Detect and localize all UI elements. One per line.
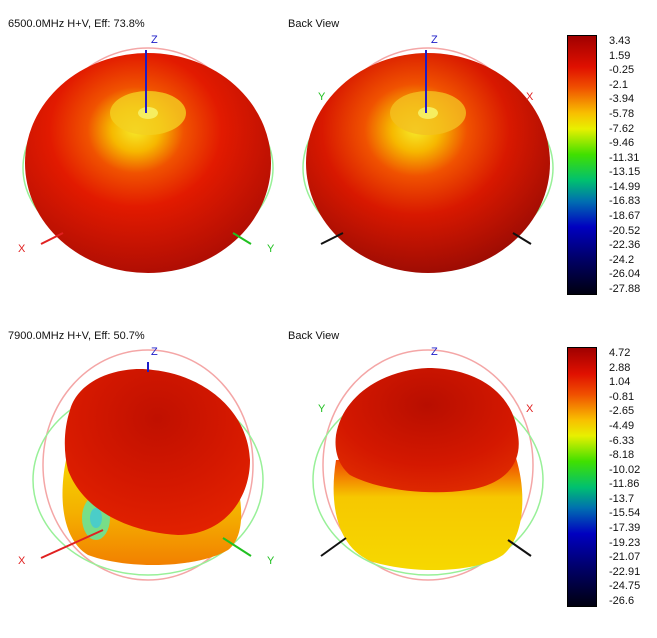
z-axis-label: Z <box>151 346 158 358</box>
colorbar-tick-label: -2.1 <box>609 78 628 91</box>
colorbar-tick-label: -21.07 <box>609 551 641 564</box>
z-axis-label: Z <box>151 34 158 46</box>
pattern-outline-ring <box>42 349 254 581</box>
plot2-back-svg: Z Y X <box>312 346 544 581</box>
colorbar-tick-label: -4.49 <box>609 419 635 432</box>
y-axis-line <box>222 537 252 557</box>
y-axis-label: Y <box>318 91 326 103</box>
colorbar-tick-label: -0.25 <box>609 64 635 77</box>
radiation-pattern-upper-lobe <box>64 369 250 535</box>
plot2-front-title: 7900.0MHz H+V, Eff: 50.7% <box>8 330 145 342</box>
colorbar-tick-label: -5.78 <box>609 107 635 120</box>
colorbar-gradient <box>567 347 597 607</box>
z-axis-label: Z <box>431 346 438 358</box>
colorbar-tick-label: -6.33 <box>609 434 635 447</box>
y-axis-label: Y <box>318 403 326 415</box>
plot1-back-svg: Z Y X <box>302 34 554 273</box>
colorbar-tick-label: -24.2 <box>609 253 635 266</box>
x-axis-label: X <box>526 91 534 103</box>
x-axis-line <box>40 232 64 245</box>
y-axis-label: Y <box>267 243 275 255</box>
colorbar-tick-label: -0.81 <box>609 390 635 403</box>
colorbar-tick-label: -27.88 <box>609 283 641 295</box>
colorbar-tick-label: -16.83 <box>609 195 641 208</box>
colorbar-tick-label: -20.52 <box>609 224 641 237</box>
y-axis-label: Y <box>267 555 275 567</box>
colorbar-tick-label: -24.75 <box>609 580 641 593</box>
x-axis-line <box>40 529 104 559</box>
pattern-top-dimple <box>138 107 158 119</box>
plot2-front-svg: Z X Y <box>18 346 275 581</box>
colorbar-tick-label: -2.65 <box>609 405 635 418</box>
pattern-top-dimple <box>418 107 438 119</box>
colorbar-tick-label: -11.31 <box>609 151 640 164</box>
colorbar-tick-label: -22.36 <box>609 239 641 252</box>
pattern-cold-spot <box>90 508 102 528</box>
y-axis-line <box>232 232 252 245</box>
plot1-front-view[interactable]: Z X Y <box>8 28 288 288</box>
back-axis-line <box>320 537 347 557</box>
plot1-back-title: Back View <box>288 18 340 30</box>
back-axis-line <box>507 539 532 557</box>
colorbar-tick-label: 1.59 <box>609 49 631 62</box>
colorbar-tick-label: -10.02 <box>609 463 641 476</box>
back-axis-line <box>512 232 532 245</box>
radiation-pattern-body <box>25 53 271 273</box>
colorbar-tick-label: -26.6 <box>609 595 635 607</box>
back-axis-line <box>320 232 344 245</box>
colorbar-tick-label: -14.99 <box>609 180 641 193</box>
pattern-outline-ring <box>322 349 534 581</box>
colorbar-tick-label: 2.88 <box>609 361 631 374</box>
radiation-pattern-upper-lobe <box>335 368 519 493</box>
x-axis-label: X <box>18 555 26 567</box>
plot2-back-view[interactable]: Z Y X <box>288 340 568 600</box>
plot1-front-svg: Z X Y <box>18 34 275 273</box>
colorbar-tick-label: -22.91 <box>609 565 641 578</box>
z-axis-label: Z <box>431 34 438 46</box>
colorbar-tick-label: -13.15 <box>609 166 641 179</box>
colorbar-tick-label: -7.62 <box>609 122 635 135</box>
plot1-front-title: 6500.0MHz H+V, Eff: 73.8% <box>8 18 145 30</box>
plot1-back-view[interactable]: Z Y X <box>288 28 568 288</box>
colorbar-tick-label: -18.67 <box>609 210 641 223</box>
colorbar-tick-label: -17.39 <box>609 522 641 535</box>
plot2-back-title: Back View <box>288 330 340 342</box>
colorbar-tick-label: -15.54 <box>609 507 641 520</box>
colorbar-tick-label: -13.7 <box>609 492 635 505</box>
plot2-front-view[interactable]: Z X Y <box>8 340 288 600</box>
x-axis-label: X <box>18 243 26 255</box>
colorbar-tick-label: -9.46 <box>609 137 635 150</box>
radiation-pattern-body <box>306 53 550 273</box>
colorbar-tick-label: 4.72 <box>609 347 631 359</box>
colorbar-tick-label: -19.23 <box>609 536 641 549</box>
colorbar-tick-label: -3.94 <box>609 93 635 106</box>
colorbar-tick-label: 1.04 <box>609 376 631 389</box>
colorbar-gradient <box>567 35 597 295</box>
colorbar-tick-label: -11.86 <box>609 478 640 491</box>
colorbar-tick-label: 3.43 <box>609 35 631 47</box>
x-axis-label: X <box>526 403 534 415</box>
colorbar-tick-label: -8.18 <box>609 449 635 462</box>
colorbar-tick-label: -26.04 <box>609 268 641 281</box>
